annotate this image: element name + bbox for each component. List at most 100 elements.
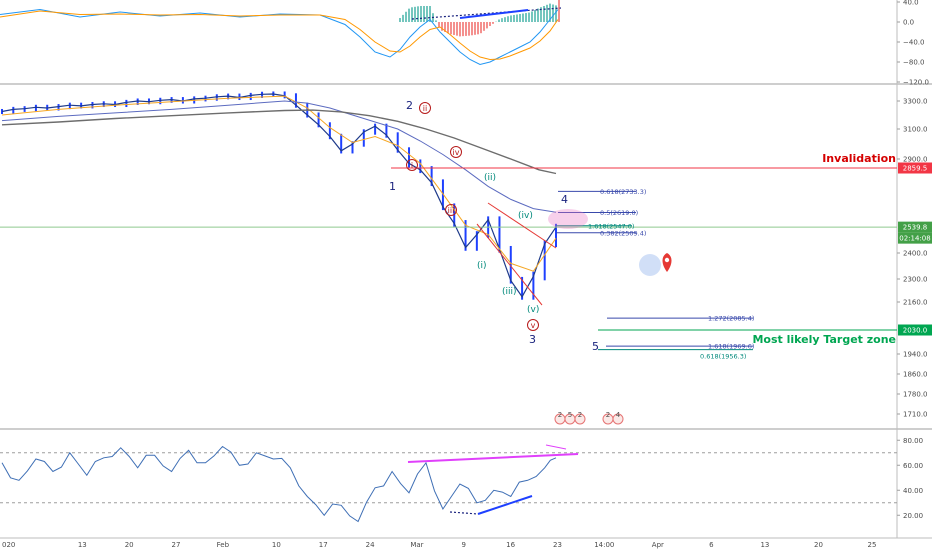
price-tick-label: 2160.0 <box>903 299 928 307</box>
macd-signal-line <box>0 10 559 61</box>
event-marker-text-5: 4 <box>616 411 621 419</box>
wave-label-sub-i: i <box>411 161 413 170</box>
rsi-tick-label: 40.00 <box>903 487 923 495</box>
wave-label-3: 3 <box>529 333 536 346</box>
wave-label-2: 2 <box>406 99 413 112</box>
rsi-indicator[interactable] <box>0 444 897 523</box>
time-tick-label: 27 <box>172 541 181 549</box>
time-tick-label: 10 <box>272 541 281 549</box>
event-markers[interactable] <box>554 413 624 425</box>
ma-line-sma50 <box>1 100 557 213</box>
price-tick-label: 1940.0 <box>903 351 928 359</box>
overlay-drawings[interactable]: 0.618(2733.3) 0.5(2619.0) 1.618(2547.0)0.3… <box>0 167 897 361</box>
wave-label-sub-iv: iv <box>453 148 460 157</box>
time-tick-label: Mar <box>410 541 423 549</box>
price-tick-label: 1780.0 <box>903 391 928 399</box>
event-marker-text-1: 2 <box>558 411 562 419</box>
rsi-tick-label: 80.00 <box>903 437 923 445</box>
time-tick-label: 17 <box>319 541 328 549</box>
time-tick-label: 25 <box>868 541 877 549</box>
macd-tick-label: −40.0 <box>903 39 924 47</box>
price-tag-label: 02:14:08 <box>899 235 930 243</box>
time-tick-label: Apr <box>652 541 664 549</box>
wave-label-5: 5 <box>592 340 599 353</box>
rsi-line <box>1 445 557 523</box>
event-marker-text-4: 2 <box>606 411 610 419</box>
wave-label-1: 1 <box>389 180 396 193</box>
rsi-panel <box>0 431 897 538</box>
wave-label-minor-ii: (ii) <box>484 173 496 183</box>
rsi-divergence-lower <box>477 495 533 515</box>
macd-tick-label: −120.0 <box>903 79 929 87</box>
ma-line-sma200 <box>1 109 557 175</box>
target-zone-label: Most likely Target zone <box>752 333 896 346</box>
price-tag-bg <box>898 162 932 174</box>
price-tag-bg <box>898 324 932 336</box>
time-tick-label: 9 <box>462 541 466 549</box>
channel-lower <box>476 223 543 306</box>
fib-label: 0.618(1956.3) <box>700 353 746 361</box>
time-tick-label: 6 <box>709 541 714 549</box>
fib-label: 0.618(2733.3) <box>600 188 646 196</box>
time-tick-label: 14:00 <box>594 541 614 549</box>
price-panel <box>0 86 897 428</box>
time-tick-label: 16 <box>506 541 515 549</box>
price-tick-label: 2300.0 <box>903 276 928 284</box>
macd-indicator[interactable] <box>0 0 562 66</box>
wave4-highlight <box>548 209 588 229</box>
price-series-group[interactable] <box>1 91 557 300</box>
price-tag-bg <box>898 221 932 233</box>
forecast-circle[interactable] <box>639 254 661 276</box>
macd-tick-label: −80.0 <box>903 59 924 67</box>
fib-label: 1.618(1969.6) <box>708 343 754 351</box>
wave-label-minor-v: (v) <box>527 305 539 315</box>
macd-divergence-line <box>459 9 529 19</box>
price-line <box>1 93 557 298</box>
event-marker-5[interactable] <box>612 413 624 425</box>
price-tick-label: 2900.0 <box>903 156 928 164</box>
map-pin-icon[interactable] <box>662 253 672 272</box>
time-tick-label: 020 <box>2 541 15 549</box>
time-tick-label: 20 <box>814 541 823 549</box>
channel-upper <box>487 202 557 249</box>
price-tick-label: 1710.0 <box>903 411 928 419</box>
price-tick-label: 3100.0 <box>903 126 928 134</box>
macd-divergence-dotted <box>411 7 562 20</box>
price-tick-label: 1860.0 <box>903 371 928 379</box>
price-tag-label: 2859.5 <box>903 165 928 173</box>
rsi-divergence-dotted <box>449 511 479 515</box>
time-tick-label: Feb <box>217 541 230 549</box>
time-tick-label: 13 <box>760 541 769 549</box>
fib-label: 0.382(2509.4) <box>600 229 646 237</box>
wave-label-minor-i: (i) <box>477 261 487 271</box>
event-marker-text-2: 5 <box>568 411 572 419</box>
macd-line <box>0 8 559 66</box>
fib-label: 1.272(2085.4) <box>708 315 754 323</box>
price-tag-label: 2030.0 <box>903 327 928 335</box>
wave-label-sub-ii: ii <box>423 104 427 113</box>
time-tick-label: 13 <box>78 541 87 549</box>
rsi-tick-label: 20.00 <box>903 512 923 520</box>
wave-label-minor-iv: (iv) <box>518 211 533 221</box>
fib-label: 1.618(2547.0) <box>588 222 634 230</box>
rsi-tick-label: 60.00 <box>903 462 923 470</box>
invalidation-label: Invalidation <box>822 152 896 165</box>
rsi-divergence-upper <box>407 453 579 463</box>
time-tick-label: 20 <box>125 541 134 549</box>
macd-tick-label: 40.0 <box>903 0 919 7</box>
wave-sub-circles <box>406 102 539 331</box>
price-tag-bg <box>898 232 932 244</box>
wave-label-minor-iii: (iii) <box>502 287 517 297</box>
rsi-divergence-mark <box>545 444 567 450</box>
price-tag-label: 2539.8 <box>903 224 928 232</box>
price-tick-label: 2400.0 <box>903 250 928 258</box>
macd-tick-label: 0.0 <box>903 19 914 27</box>
ma-line-ema <box>1 95 557 272</box>
event-marker-text-3: 2 <box>578 411 582 419</box>
event-marker-3[interactable] <box>574 413 586 425</box>
fib-label: 0.5(2619.0) <box>600 209 638 217</box>
wave-label-sub-iii: iii <box>448 206 455 215</box>
wave-label-sub-v: v <box>531 321 536 330</box>
